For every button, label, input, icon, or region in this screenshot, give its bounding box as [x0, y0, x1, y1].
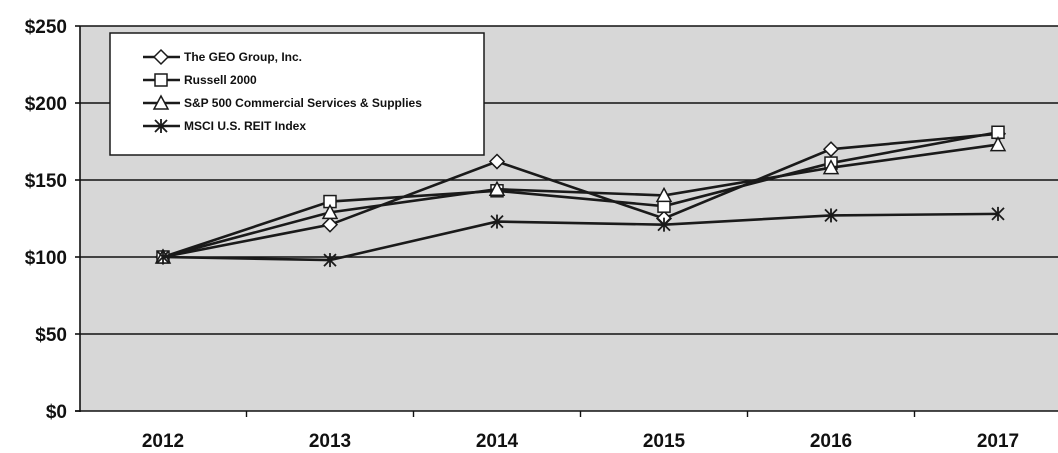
y-tick-label: $150	[25, 171, 67, 192]
legend-marker-star	[154, 119, 168, 133]
data-point-diamond	[488, 153, 506, 170]
legend-label: MSCI U.S. REIT Index	[184, 119, 306, 133]
y-tick-label: $100	[25, 248, 67, 269]
y-tick-label: $200	[25, 94, 67, 115]
series-line	[162, 132, 999, 259]
data-point-star	[657, 217, 671, 232]
x-axis-tick-labels: 2012 2013 2014 2015 2016 2017	[142, 431, 1019, 452]
data-point-diamond	[822, 141, 840, 158]
x-tick-label: 2014	[476, 431, 519, 452]
series-line	[162, 130, 999, 259]
series-line	[162, 143, 999, 259]
x-tick-label: 2016	[810, 431, 852, 452]
data-point-triangle	[488, 180, 506, 196]
legend-label: S&P 500 Commercial Services & Supplies	[184, 96, 422, 110]
data-point-star	[156, 250, 170, 264]
data-point-diamond	[321, 216, 339, 233]
data-point-triangle	[989, 135, 1007, 152]
legend-marker-square	[154, 73, 168, 87]
y-axis-tick-labels: $0 $50 $100 $150 $200 $250	[25, 17, 67, 423]
legend-marker-diamond	[152, 48, 170, 66]
series-lines	[154, 125, 1007, 268]
series-star	[156, 206, 1005, 268]
y-tick-label: $250	[25, 17, 67, 38]
legend-label: Russell 2000	[184, 73, 257, 87]
y-tick-label: $50	[35, 325, 67, 346]
legend: The GEO Group, Inc. Russell 2000 S&P 500 C…	[109, 32, 485, 156]
data-point-star	[824, 208, 838, 223]
data-point-star	[323, 253, 337, 268]
axes	[75, 25, 1058, 417]
y-tick-label: $0	[46, 402, 67, 423]
x-tick-label: 2013	[309, 431, 351, 452]
data-point-star	[991, 206, 1005, 221]
x-tick-label: 2015	[643, 431, 686, 452]
legend-box	[109, 32, 485, 156]
legend-label: The GEO Group, Inc.	[184, 50, 302, 64]
data-point-triangle	[321, 203, 339, 220]
x-tick-label: 2012	[142, 431, 184, 452]
x-tick-label: 2017	[977, 431, 1019, 452]
legend-marker-triangle	[152, 94, 170, 110]
data-point-triangle	[822, 159, 840, 175]
data-point-triangle	[655, 186, 673, 203]
series-line	[162, 212, 999, 262]
data-point-star	[490, 214, 504, 229]
